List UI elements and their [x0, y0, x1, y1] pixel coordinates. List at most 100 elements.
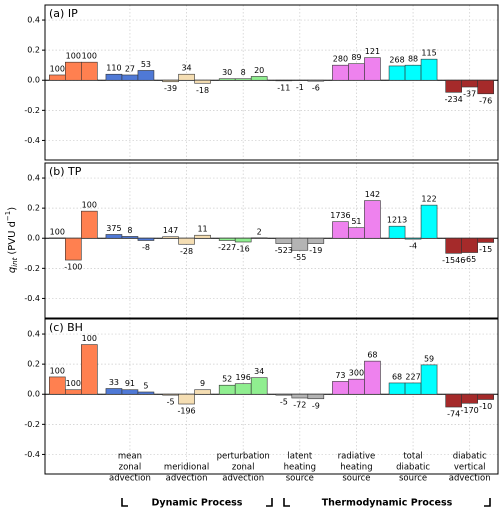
- bar: [250, 76, 268, 81]
- bar-percent-label: 59: [424, 354, 434, 363]
- panel-frame: [44, 4, 499, 161]
- bar: [234, 383, 252, 395]
- bracket: [121, 498, 128, 507]
- bar: [162, 79, 179, 83]
- bar-percent-label: -227: [218, 243, 236, 252]
- bar: [364, 200, 381, 239]
- bar-percent-label: 100: [82, 201, 97, 210]
- bar-percent-label: 52: [222, 375, 232, 384]
- bar: [218, 237, 236, 241]
- bar: [364, 360, 381, 395]
- bar: [105, 234, 123, 239]
- bar: [49, 74, 66, 81]
- bar-percent-label: 100: [66, 379, 81, 388]
- bar-percent-label: 100: [50, 366, 65, 375]
- bar-percent-label: 375: [106, 224, 121, 233]
- bar-percent-label: -5: [280, 398, 288, 407]
- bar-percent-label: -5: [167, 398, 175, 407]
- bar: [194, 79, 211, 84]
- category-label: vertical: [454, 463, 486, 473]
- bar: [332, 381, 349, 395]
- bar: [404, 64, 422, 81]
- bar: [445, 79, 462, 93]
- bar-percent-label: -4: [409, 242, 417, 251]
- bar-percent-label: 9: [200, 379, 205, 388]
- bar-percent-label: -234: [445, 95, 463, 104]
- y-tick-label: -0.2: [24, 264, 40, 273]
- bar-percent-label: 20: [254, 66, 264, 75]
- bar: [445, 237, 462, 254]
- bar-percent-label: 280: [333, 55, 348, 64]
- category-label: heating: [284, 463, 316, 473]
- bar-percent-label: 115: [421, 49, 436, 58]
- bracket: [283, 498, 290, 507]
- bar: [477, 79, 494, 95]
- bar: [275, 79, 293, 82]
- bar-percent-label: 5: [143, 381, 148, 390]
- bar-percent-label: 100: [66, 52, 81, 61]
- bar-percent-label: -9: [312, 401, 320, 410]
- bar: [275, 393, 293, 396]
- bar-percent-label: -11: [277, 83, 290, 92]
- y-label-exponent: −1: [4, 211, 12, 221]
- bar-percent-label: -6: [312, 84, 320, 93]
- bar-percent-label: 2: [257, 227, 262, 236]
- panel-frame: [44, 162, 499, 319]
- y-label-symbol: q: [7, 267, 18, 273]
- panel-title: (c) BH: [49, 321, 83, 334]
- bar-percent-label: 121: [365, 47, 380, 56]
- bar: [461, 79, 478, 88]
- bar: [218, 78, 236, 81]
- bar-percent-label: -72: [293, 401, 306, 410]
- bar-percent-label: 89: [351, 53, 361, 62]
- bar: [307, 237, 325, 244]
- y-tick-label: -0.2: [24, 106, 40, 115]
- bar: [477, 393, 494, 400]
- bar-percent-label: -15: [479, 245, 492, 254]
- category-label: latent: [287, 452, 313, 462]
- bar: [388, 225, 406, 239]
- bar-percent-label: 300: [349, 369, 364, 378]
- category-label: diabatic: [396, 463, 430, 473]
- bar-percent-label: 122: [421, 195, 436, 204]
- y-tick-label: 0.4: [27, 174, 40, 183]
- bar: [388, 65, 406, 81]
- bar: [65, 237, 82, 261]
- category-label: source: [399, 474, 427, 484]
- bar: [445, 393, 462, 408]
- bar: [420, 204, 438, 239]
- category-label: advection: [109, 474, 151, 484]
- bar: [162, 393, 179, 396]
- bar: [404, 237, 422, 240]
- y-tick-label: -0.4: [24, 450, 40, 459]
- category-label: zonal: [232, 463, 255, 473]
- bar-percent-label: -39: [164, 84, 177, 93]
- bar-percent-label: 68: [392, 372, 402, 381]
- bar: [178, 237, 195, 245]
- bar-percent-label: -523: [275, 246, 293, 255]
- category-label: advection: [449, 474, 491, 484]
- bar: [477, 237, 494, 243]
- y-label-close: ): [7, 207, 18, 211]
- bar-percent-label: 91: [125, 379, 135, 388]
- process-brackets: [121, 498, 491, 507]
- bar-percent-label: -19: [309, 246, 322, 255]
- bar: [404, 382, 422, 395]
- bar-percent-label: 1736: [330, 211, 350, 220]
- bar: [388, 382, 406, 395]
- bar-percent-label: 100: [50, 64, 65, 73]
- bar: [178, 393, 195, 405]
- y-tick-label: 0.0: [27, 234, 40, 243]
- bar-percent-label: 34: [254, 367, 264, 376]
- bar: [250, 377, 268, 395]
- bar-percent-label: -55: [293, 253, 306, 262]
- category-label: radiative: [338, 452, 376, 462]
- bar: [65, 389, 82, 395]
- bar: [461, 393, 478, 404]
- bar-percent-label: 51: [351, 217, 361, 226]
- bar: [137, 237, 155, 241]
- bar: [105, 73, 123, 81]
- bar-percent-label: 196: [236, 373, 251, 382]
- bar-percent-label: 8: [241, 68, 246, 77]
